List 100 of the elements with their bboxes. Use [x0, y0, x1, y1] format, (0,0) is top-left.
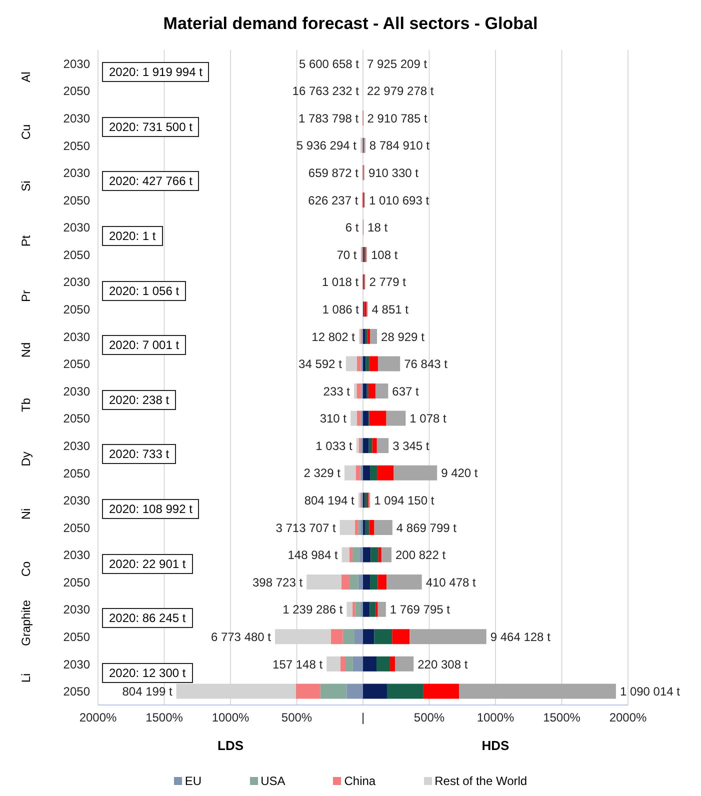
x-tick-label: 1000% — [212, 710, 250, 725]
x-tick-label: 2000% — [609, 710, 648, 725]
annotation: 157 148 t — [272, 657, 324, 672]
legend-label: Rest of the World — [434, 774, 528, 788]
annotation: 2020: 731 500 t — [102, 116, 200, 137]
y-tick-label: 2030 — [63, 384, 90, 398]
text: HDS — [482, 738, 510, 753]
y-tick-label: 2050 — [63, 520, 90, 535]
text: Ni — [19, 508, 33, 520]
annotation: 148 984 t — [288, 548, 338, 562]
annotation: 9 420 t — [441, 466, 478, 480]
text: Li — [19, 673, 33, 682]
text: Tb — [19, 398, 33, 412]
x-tick-label: 1500% — [543, 710, 581, 725]
annotation: 3 345 t — [392, 438, 430, 453]
text: Graphite — [19, 600, 33, 646]
annotation: 2020: 238 t — [102, 390, 176, 410]
text: Pr — [19, 290, 33, 302]
annotation: 4 851 t — [372, 302, 410, 316]
annotation: 1 086 t — [322, 302, 360, 316]
annotation: 2 329 t — [304, 466, 342, 480]
x-tick-label: 500% — [414, 710, 445, 725]
annotation: 1 094 150 t — [374, 494, 435, 508]
annotation: 3 713 707 t — [276, 520, 336, 535]
annotation: 28 929 t — [381, 330, 426, 344]
annotation: 310 t — [320, 412, 348, 426]
annotation: 2 910 785 t — [367, 111, 428, 126]
y-tick-label: 2050 — [63, 684, 90, 699]
y-tick-label: 2050 — [63, 357, 90, 372]
annotation: 2020: 12 300 t — [102, 662, 193, 683]
y-tick-label: 2030 — [63, 548, 90, 562]
annotation: 637 t — [392, 384, 420, 398]
annotation: 2020: 86 245 t — [102, 608, 193, 628]
annotation: 34 592 t — [298, 357, 343, 372]
annotation: 2020: 7 001 t — [102, 335, 186, 356]
annotation: 12 802 t — [312, 330, 356, 344]
legend-label: China — [344, 774, 376, 788]
annotation: 2020: 1 919 994 t — [102, 62, 210, 82]
text: Pt — [19, 235, 33, 247]
x-tick-label: 1000% — [476, 710, 515, 725]
y-tick-label: 2050 — [63, 193, 90, 208]
annotation: 2020: 733 t — [102, 444, 176, 464]
text: LDS — [218, 738, 244, 753]
annotation: 626 237 t — [308, 193, 359, 208]
y-tick-label: 2030 — [63, 438, 90, 453]
legend-label: EU — [184, 774, 202, 788]
y-tick-label: 2050 — [63, 302, 90, 317]
y-tick-label: 2030 — [63, 602, 90, 617]
annotation: 1 769 795 t — [390, 602, 451, 617]
annotation: 2020: 22 901 t — [102, 554, 193, 574]
x-tick-label: | — [361, 710, 365, 725]
x-tick-label: 500% — [281, 710, 312, 725]
annotation: 410 478 t — [426, 575, 477, 590]
y-tick-label: 2050 — [63, 630, 90, 644]
y-tick-label: 2030 — [63, 111, 90, 126]
annotation: 16 763 232 t — [292, 84, 360, 98]
annotation: 1 090 014 t — [620, 684, 681, 699]
y-tick-label: 2030 — [63, 330, 90, 344]
annotation: 7 925 209 t — [367, 56, 428, 71]
y-tick-label: 2050 — [63, 248, 90, 262]
x-tick-label: 2000% — [79, 710, 118, 725]
annotation: 1 239 286 t — [282, 602, 344, 617]
annotation: 1 783 798 t — [298, 111, 360, 126]
annotation: 8 784 910 t — [369, 138, 430, 153]
text: Si — [19, 181, 33, 192]
annotation: 70 t — [336, 248, 358, 262]
annotation: 2 779 t — [369, 275, 407, 290]
chart-title: Material demand forecast - All sectors - Global — [162, 13, 539, 35]
annotation: 804 199 t — [122, 684, 173, 699]
annotation: 910 330 t — [368, 166, 420, 180]
annotation: 22 979 278 t — [367, 84, 434, 98]
annotation: 5 600 658 t — [298, 56, 360, 71]
annotation: 220 308 t — [418, 657, 468, 672]
text: Dy — [19, 452, 33, 467]
annotation: 18 t — [368, 220, 388, 235]
y-tick-label: 2030 — [63, 166, 90, 180]
legend-label: USA — [260, 774, 286, 788]
annotation: 1 018 t — [322, 275, 360, 290]
text: Cu — [19, 124, 33, 140]
annotation: 6 773 480 t — [210, 630, 272, 644]
y-tick-label: 2050 — [63, 466, 90, 480]
annotation: 804 194 t — [304, 494, 356, 508]
text: Nd — [19, 342, 33, 358]
annotation: 4 869 799 t — [396, 520, 458, 535]
annotation: 6 t — [345, 220, 360, 235]
annotation: 233 t — [323, 384, 351, 398]
y-tick-label: 2030 — [63, 220, 90, 235]
y-tick-label: 2050 — [63, 138, 90, 153]
annotation: 200 822 t — [395, 548, 446, 562]
annotation: 2020: 1 t — [102, 226, 163, 246]
annotation: 659 872 t — [308, 166, 360, 180]
annotation: 108 t — [370, 248, 398, 262]
annotation: 1 033 t — [316, 438, 354, 453]
y-tick-label: 2050 — [63, 84, 90, 98]
y-tick-label: 2050 — [63, 412, 90, 426]
y-tick-label: 2050 — [63, 575, 90, 590]
annotation: 5 936 294 t — [296, 138, 358, 153]
annotation: 2020: 1 056 t — [102, 280, 186, 301]
text: Co — [19, 560, 33, 576]
y-tick-label: 2030 — [63, 275, 90, 290]
